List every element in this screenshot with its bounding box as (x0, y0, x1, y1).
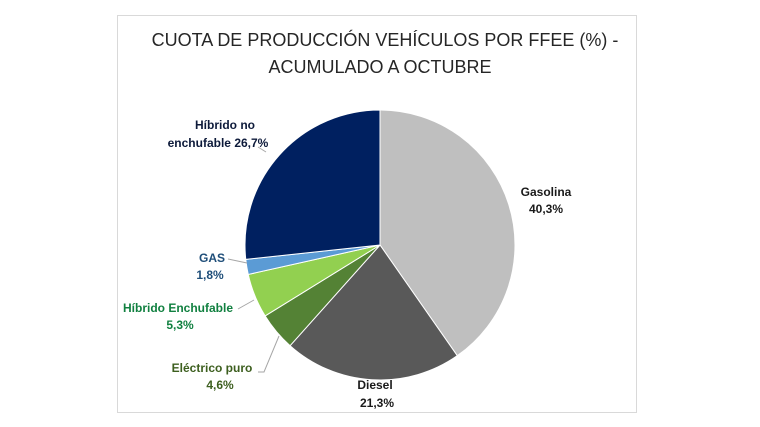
label-gas-name: GAS (199, 251, 225, 265)
label-hibrido-enchufable-value: 5,3% (166, 318, 194, 332)
leader-line-hne (257, 146, 267, 153)
label-hne-name-line1: Híbrido no (195, 118, 255, 132)
leader-line-electrico (258, 335, 280, 373)
label-electrico-value: 4,6% (206, 378, 234, 392)
label-gasolina-name: Gasolina (521, 185, 572, 199)
label-gasolina-value: 40,3% (529, 202, 563, 216)
pie-slice-gasolina (379, 109, 516, 357)
chart-title-line-1: CUOTA DE PRODUCCIÓN VEHÍCULOS POR FFEE (… (152, 29, 619, 50)
chart-frame (117, 15, 637, 413)
label-electrico-name: Eléctrico puro (172, 361, 253, 375)
label-diesel-name: Diesel (357, 378, 392, 392)
label-gas-value: 1,8% (196, 268, 224, 282)
label-diesel-value: 21,3% (360, 396, 394, 410)
leader-line-gas (227, 258, 248, 264)
pie-slice-hne (244, 109, 381, 260)
label-hne-value: 26,7% (234, 136, 268, 150)
chart-title-line-2: ACUMULADO A OCTUBRE (268, 57, 491, 77)
pie-slice-diesel (289, 244, 458, 381)
label-hne-name-line2: enchufable 26,7% (168, 136, 269, 150)
label-hibrido-enchufable-name: Híbrido Enchufable (123, 301, 233, 315)
leader-line-hibrido-enchufable (237, 299, 255, 310)
